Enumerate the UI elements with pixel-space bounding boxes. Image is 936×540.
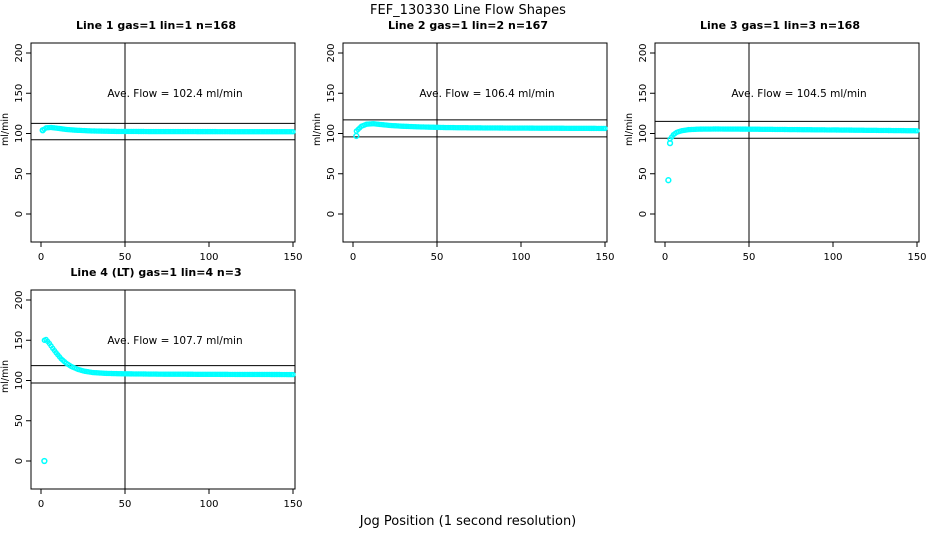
- svg-text:0: 0: [14, 458, 25, 464]
- svg-text:Ave. Flow = 102.4 ml/min: Ave. Flow = 102.4 ml/min: [107, 88, 242, 100]
- panel-line-3: Line 3 gas=1 lin=3 n=168 0 50 100 150 0 50 100…: [624, 18, 936, 268]
- svg-text:ml/min: ml/min: [0, 360, 11, 393]
- svg-text:150: 150: [283, 252, 302, 263]
- svg-text:200: 200: [326, 43, 337, 62]
- svg-text:0: 0: [14, 211, 25, 217]
- svg-text:150: 150: [283, 499, 302, 510]
- panel-2-plot: 0 50 100 150 0 50 100 150 200 ml/min Ave. Flow = 1…: [312, 42, 615, 263]
- svg-text:50: 50: [119, 499, 132, 510]
- svg-text:50: 50: [14, 414, 25, 427]
- svg-text:Ave. Flow = 106.4 ml/min: Ave. Flow = 106.4 ml/min: [419, 88, 554, 100]
- svg-text:150: 150: [326, 84, 337, 103]
- svg-text:150: 150: [638, 84, 649, 103]
- panel-2-title: Line 2 gas=1 lin=2 n=167: [387, 19, 548, 32]
- svg-text:50: 50: [431, 252, 444, 263]
- svg-text:50: 50: [119, 252, 132, 263]
- svg-text:0: 0: [638, 211, 649, 217]
- svg-text:100: 100: [14, 124, 25, 143]
- svg-text:100: 100: [199, 252, 218, 263]
- svg-text:100: 100: [638, 124, 649, 143]
- svg-text:100: 100: [326, 124, 337, 143]
- panel-1-plot: 0 50 100 150 0 50 100 150 200 ml/min Ave. Flow = 1…: [0, 42, 303, 263]
- panel-3-plot: 0 50 100 150 0 50 100 150 200 ml/min Ave. Flow = 1…: [624, 42, 927, 263]
- svg-text:150: 150: [14, 84, 25, 103]
- svg-text:150: 150: [907, 252, 926, 263]
- svg-text:200: 200: [14, 290, 25, 309]
- x-axis-figure-label: Jog Position (1 second resolution): [359, 514, 577, 529]
- svg-text:Ave. Flow = 104.5 ml/min: Ave. Flow = 104.5 ml/min: [731, 88, 866, 100]
- svg-text:100: 100: [823, 252, 842, 263]
- svg-text:0: 0: [38, 252, 44, 263]
- svg-text:0: 0: [326, 211, 337, 217]
- svg-text:Ave. Flow = 107.7 ml/min: Ave. Flow = 107.7 ml/min: [107, 335, 242, 347]
- svg-text:100: 100: [14, 371, 25, 390]
- svg-text:50: 50: [638, 167, 649, 180]
- svg-text:0: 0: [350, 252, 356, 263]
- svg-text:0: 0: [662, 252, 668, 263]
- svg-text:50: 50: [14, 167, 25, 180]
- svg-text:ml/min: ml/min: [312, 113, 323, 146]
- svg-text:100: 100: [199, 499, 218, 510]
- svg-text:ml/min: ml/min: [0, 113, 11, 146]
- svg-text:200: 200: [638, 43, 649, 62]
- svg-text:150: 150: [14, 331, 25, 350]
- panel-1-title: Line 1 gas=1 lin=1 n=168: [75, 19, 236, 32]
- panel-line-1: Line 1 gas=1 lin=1 n=168 0 50 100 150 0 50 100…: [0, 18, 312, 268]
- svg-text:0: 0: [38, 499, 44, 510]
- panel-line-2: Line 2 gas=1 lin=2 n=167 0 50 100 150 0 50 100…: [312, 18, 624, 268]
- svg-text:50: 50: [326, 167, 337, 180]
- svg-text:200: 200: [14, 43, 25, 62]
- panel-4-title: Line 4 (LT) gas=1 lin=4 n=3: [70, 266, 242, 279]
- svg-text:150: 150: [595, 252, 614, 263]
- main-title: FEF_130330 Line Flow Shapes: [370, 3, 566, 18]
- panel-3-title: Line 3 gas=1 lin=3 n=168: [699, 19, 860, 32]
- panel-line-4: Line 4 (LT) gas=1 lin=4 n=3 0 50 100 150 0 50…: [0, 265, 312, 515]
- svg-text:100: 100: [511, 252, 530, 263]
- svg-text:ml/min: ml/min: [624, 113, 635, 146]
- panel-4-plot: 0 50 100 150 0 50 100 150 200 ml/min Ave. Flow = 1…: [0, 289, 303, 510]
- svg-text:50: 50: [743, 252, 756, 263]
